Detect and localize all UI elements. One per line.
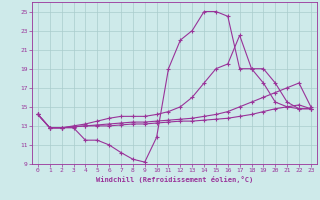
- X-axis label: Windchill (Refroidissement éolien,°C): Windchill (Refroidissement éolien,°C): [96, 176, 253, 183]
